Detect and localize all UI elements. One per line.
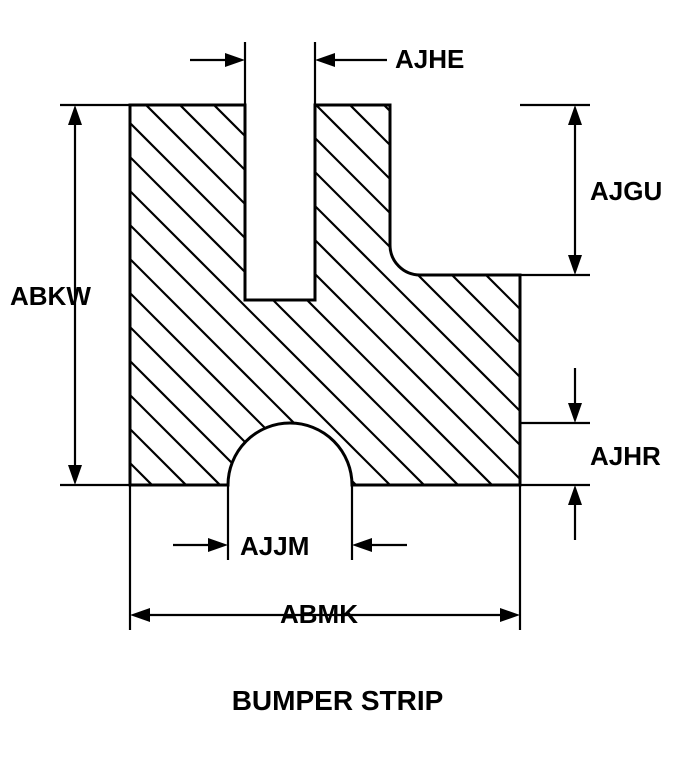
label-abmk: ABMK <box>280 599 358 629</box>
bumper-strip-diagram: AJHE AJGU ABKW AJHR AJJM ABMK BUMPER STR… <box>0 0 675 765</box>
label-abkw: ABKW <box>10 281 91 311</box>
diagram-title: BUMPER STRIP <box>232 685 444 716</box>
label-ajjm: AJJM <box>240 531 309 561</box>
label-ajgu: AJGU <box>590 176 662 206</box>
label-ajhe: AJHE <box>395 44 464 74</box>
cross-section-outline <box>130 105 520 485</box>
label-ajhr: AJHR <box>590 441 661 471</box>
